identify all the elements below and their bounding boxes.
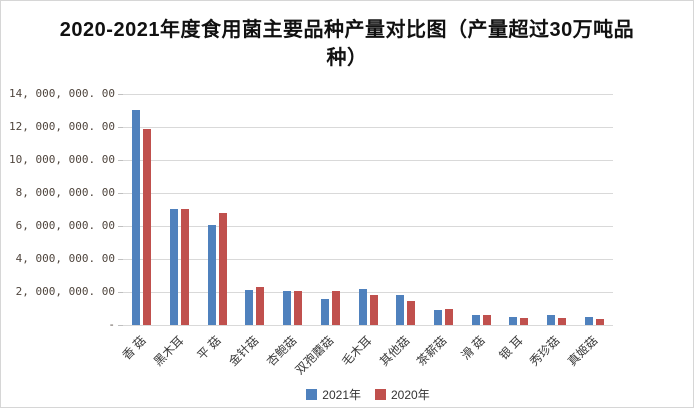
legend-label-2020: 2020年 [391, 388, 430, 402]
bar-2021年-双孢蘑菇 [321, 299, 329, 325]
x-axis-label-text: 平 菇 [194, 333, 224, 363]
y-axis-tick [118, 160, 123, 161]
bar-2021年-滑 菇 [472, 315, 480, 325]
y-axis-tick [118, 259, 123, 260]
bar-2020年-银 耳 [520, 318, 528, 325]
legend-swatch-2020 [375, 389, 386, 400]
bar-2021年-平 菇 [208, 225, 216, 325]
bar-2020年-秀珍菇 [558, 318, 566, 325]
bar-2020年-滑 菇 [483, 315, 491, 325]
y-axis-tick [118, 325, 123, 326]
gridline [123, 325, 613, 326]
x-axis-label-text: 香 菇 [119, 333, 149, 363]
bar-2020年-黑木耳 [181, 209, 189, 325]
bar-2020年-杏鲍菇 [294, 291, 302, 325]
x-axis-label-text: 毛木耳 [338, 333, 375, 369]
bar-2021年-杏鲍菇 [283, 291, 291, 325]
y-axis-tick [118, 226, 123, 227]
legend-item-2021: 2021年 [306, 386, 361, 403]
y-axis-label: 14, 000, 000. 00 [9, 87, 115, 100]
gridline [123, 259, 613, 260]
gridline [123, 292, 613, 293]
legend-swatch-2021 [306, 389, 318, 400]
gridline [123, 160, 613, 161]
gridline [123, 94, 613, 95]
bar-2021年-毛木耳 [359, 289, 367, 325]
y-axis-tick [118, 127, 123, 128]
bar-2020年-毛木耳 [370, 295, 378, 325]
bar-2020年-平 菇 [219, 213, 227, 325]
y-axis-label: 10, 000, 000. 00 [9, 153, 115, 166]
bar-2020年-茶薪菇 [445, 309, 453, 325]
y-axis-tick [118, 193, 123, 194]
x-axis-label-text: 真姬菇 [564, 333, 601, 369]
chart-title: 2020-2021年度食用菌主要品种产量对比图（产量超过30万吨品种） [59, 19, 635, 69]
y-axis-label: - [108, 318, 115, 331]
x-axis-label-text: 黑木耳 [150, 333, 187, 369]
bar-2021年-秀珍菇 [547, 315, 555, 325]
x-axis-label-text: 金针菇 [225, 333, 262, 369]
x-axis-label-text: 茶薪菇 [413, 333, 450, 369]
gridline [123, 193, 613, 194]
bar-2020年-金针菇 [256, 287, 264, 325]
bar-2021年-茶薪菇 [434, 310, 442, 325]
gridline [123, 127, 613, 128]
bar-2021年-真姬菇 [585, 317, 593, 325]
bar-2020年-双孢蘑菇 [332, 291, 340, 325]
x-axis-label-text: 秀珍菇 [526, 333, 563, 369]
x-axis-label-text: 银 耳 [496, 333, 526, 363]
bar-2020年-真姬菇 [596, 319, 604, 325]
y-axis-label: 4, 000, 000. 00 [15, 252, 115, 265]
x-axis-label-text: 其他菇 [376, 333, 413, 369]
bar-2021年-其他菇 [396, 295, 404, 325]
y-axis-tick [118, 94, 123, 95]
y-axis-label: 8, 000, 000. 00 [15, 186, 115, 199]
y-axis-label: 2, 000, 000. 00 [15, 285, 115, 298]
bar-2021年-香 菇 [132, 110, 140, 325]
x-axis-label-text: 滑 菇 [458, 333, 488, 363]
y-axis-label: 6, 000, 000. 00 [15, 219, 115, 232]
bar-2020年-其他菇 [407, 301, 415, 325]
x-axis-label-text: 双孢蘑菇 [292, 333, 337, 378]
gridline [123, 226, 613, 227]
bar-2021年-黑木耳 [170, 209, 178, 325]
y-axis-tick [118, 292, 123, 293]
legend: 2021年 2020年 [123, 386, 613, 403]
y-axis-label: 12, 000, 000. 00 [9, 120, 115, 133]
legend-item-2020: 2020年 [375, 386, 430, 403]
bar-2021年-金针菇 [245, 290, 253, 325]
bar-2021年-银 耳 [509, 317, 517, 325]
bar-2020年-香 菇 [143, 129, 151, 325]
legend-label-2021: 2021年 [322, 388, 361, 402]
